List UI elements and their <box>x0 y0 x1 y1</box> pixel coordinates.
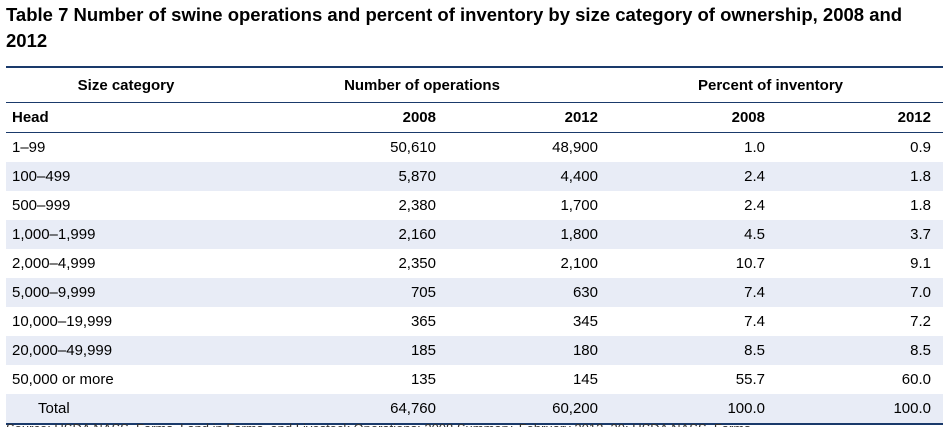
cell-size: 20,000–49,999 <box>12 342 113 359</box>
swine-operations-table: Size category Number of operations Perce… <box>6 66 943 425</box>
header-pct-2012: 2012 <box>897 109 931 126</box>
cell-ops-2012: 630 <box>572 284 598 301</box>
header-ops-2012: 2012 <box>564 109 598 126</box>
header-head: Head <box>12 109 49 126</box>
table-row: 10,000–19,999 365 345 7.4 7.2 <box>6 307 943 336</box>
cell-ops-2012: 1,700 <box>560 197 598 214</box>
cell-ops-2008: 365 <box>410 313 436 330</box>
cell-total-pct-2012: 100.0 <box>893 400 931 417</box>
cell-ops-2008: 2,160 <box>398 226 436 243</box>
cell-size: 100–499 <box>12 168 71 185</box>
cell-size: 1–99 <box>12 139 46 156</box>
cell-ops-2008: 5,870 <box>398 168 436 185</box>
cell-pct-2008: 7.4 <box>744 313 765 330</box>
cell-pct-2008: 2.4 <box>744 197 765 214</box>
cell-ops-2012: 48,900 <box>552 139 598 156</box>
table-row: 50,000 or more 135 145 55.7 60.0 <box>6 365 943 394</box>
table-row: 1,000–1,999 2,160 1,800 4.5 3.7 <box>6 220 943 249</box>
cell-pct-2008: 55.7 <box>735 371 765 388</box>
cell-ops-2012: 2,100 <box>560 255 598 272</box>
table-row: 2,000–4,999 2,350 2,100 10.7 9.1 <box>6 249 943 278</box>
header-year-row: Head 2008 2012 2008 2012 <box>6 103 943 133</box>
cell-pct-2008: 10.7 <box>735 255 765 272</box>
cell-ops-2008: 705 <box>410 284 436 301</box>
cell-ops-2012: 145 <box>572 371 598 388</box>
cell-size: 10,000–19,999 <box>12 313 113 330</box>
header-ops-2008: 2008 <box>402 109 436 126</box>
table-top-rule <box>6 66 943 68</box>
table-row: 500–999 2,380 1,700 2.4 1.8 <box>6 191 943 220</box>
cell-ops-2008: 135 <box>410 371 436 388</box>
cell-total-ops-2008: 64,760 <box>390 400 436 417</box>
cell-pct-2012: 60.0 <box>901 371 931 388</box>
cell-ops-2012: 345 <box>572 313 598 330</box>
cell-ops-2008: 185 <box>410 342 436 359</box>
cell-pct-2012: 1.8 <box>910 168 931 185</box>
cell-ops-2008: 2,350 <box>398 255 436 272</box>
table-row: 20,000–49,999 185 180 8.5 8.5 <box>6 336 943 365</box>
cell-ops-2008: 50,610 <box>390 139 436 156</box>
cell-size: 5,000–9,999 <box>12 284 96 301</box>
cell-pct-2008: 8.5 <box>744 342 765 359</box>
cell-ops-2012: 4,400 <box>560 168 598 185</box>
cell-total-ops-2012: 60,200 <box>552 400 598 417</box>
cell-pct-2008: 2.4 <box>744 168 765 185</box>
table-title: Table 7 Number of swine operations and p… <box>6 4 903 51</box>
cell-size: 500–999 <box>12 197 71 214</box>
table-row: 100–499 5,870 4,400 2.4 1.8 <box>6 162 943 191</box>
header-group-row: Size category Number of operations Perce… <box>6 68 943 103</box>
table-row: 1–99 50,610 48,900 1.0 0.9 <box>6 133 943 162</box>
cell-pct-2008: 7.4 <box>744 284 765 301</box>
table-row: 5,000–9,999 705 630 7.4 7.0 <box>6 278 943 307</box>
cell-total-label: Total <box>38 400 70 417</box>
cell-size: 2,000–4,999 <box>12 255 96 272</box>
cell-pct-2008: 1.0 <box>744 139 765 156</box>
total-row: Total 64,760 60,200 100.0 100.0 <box>6 394 943 423</box>
header-size-category: Size category <box>77 76 175 94</box>
cell-pct-2012: 7.0 <box>910 284 931 301</box>
cell-size: 50,000 or more <box>12 371 114 388</box>
cell-pct-2012: 9.1 <box>910 255 931 272</box>
cell-ops-2012: 180 <box>572 342 598 359</box>
cell-pct-2012: 7.2 <box>910 313 931 330</box>
header-pct-2008: 2008 <box>731 109 765 126</box>
cell-ops-2012: 1,800 <box>560 226 598 243</box>
cell-pct-2008: 4.5 <box>744 226 765 243</box>
source-note: Source: USDA NASS. Farms, Land in Farms,… <box>6 421 943 427</box>
cell-ops-2008: 2,380 <box>398 197 436 214</box>
cell-pct-2012: 8.5 <box>910 342 931 359</box>
cell-pct-2012: 3.7 <box>910 226 931 243</box>
table-bottom-rule <box>6 423 943 425</box>
header-number-of-operations: Number of operations <box>344 76 500 94</box>
cell-pct-2012: 1.8 <box>910 197 931 214</box>
cell-pct-2012: 0.9 <box>910 139 931 156</box>
cell-total-pct-2008: 100.0 <box>727 400 765 417</box>
cell-size: 1,000–1,999 <box>12 226 96 243</box>
header-percent-of-inventory: Percent of inventory <box>697 76 844 94</box>
